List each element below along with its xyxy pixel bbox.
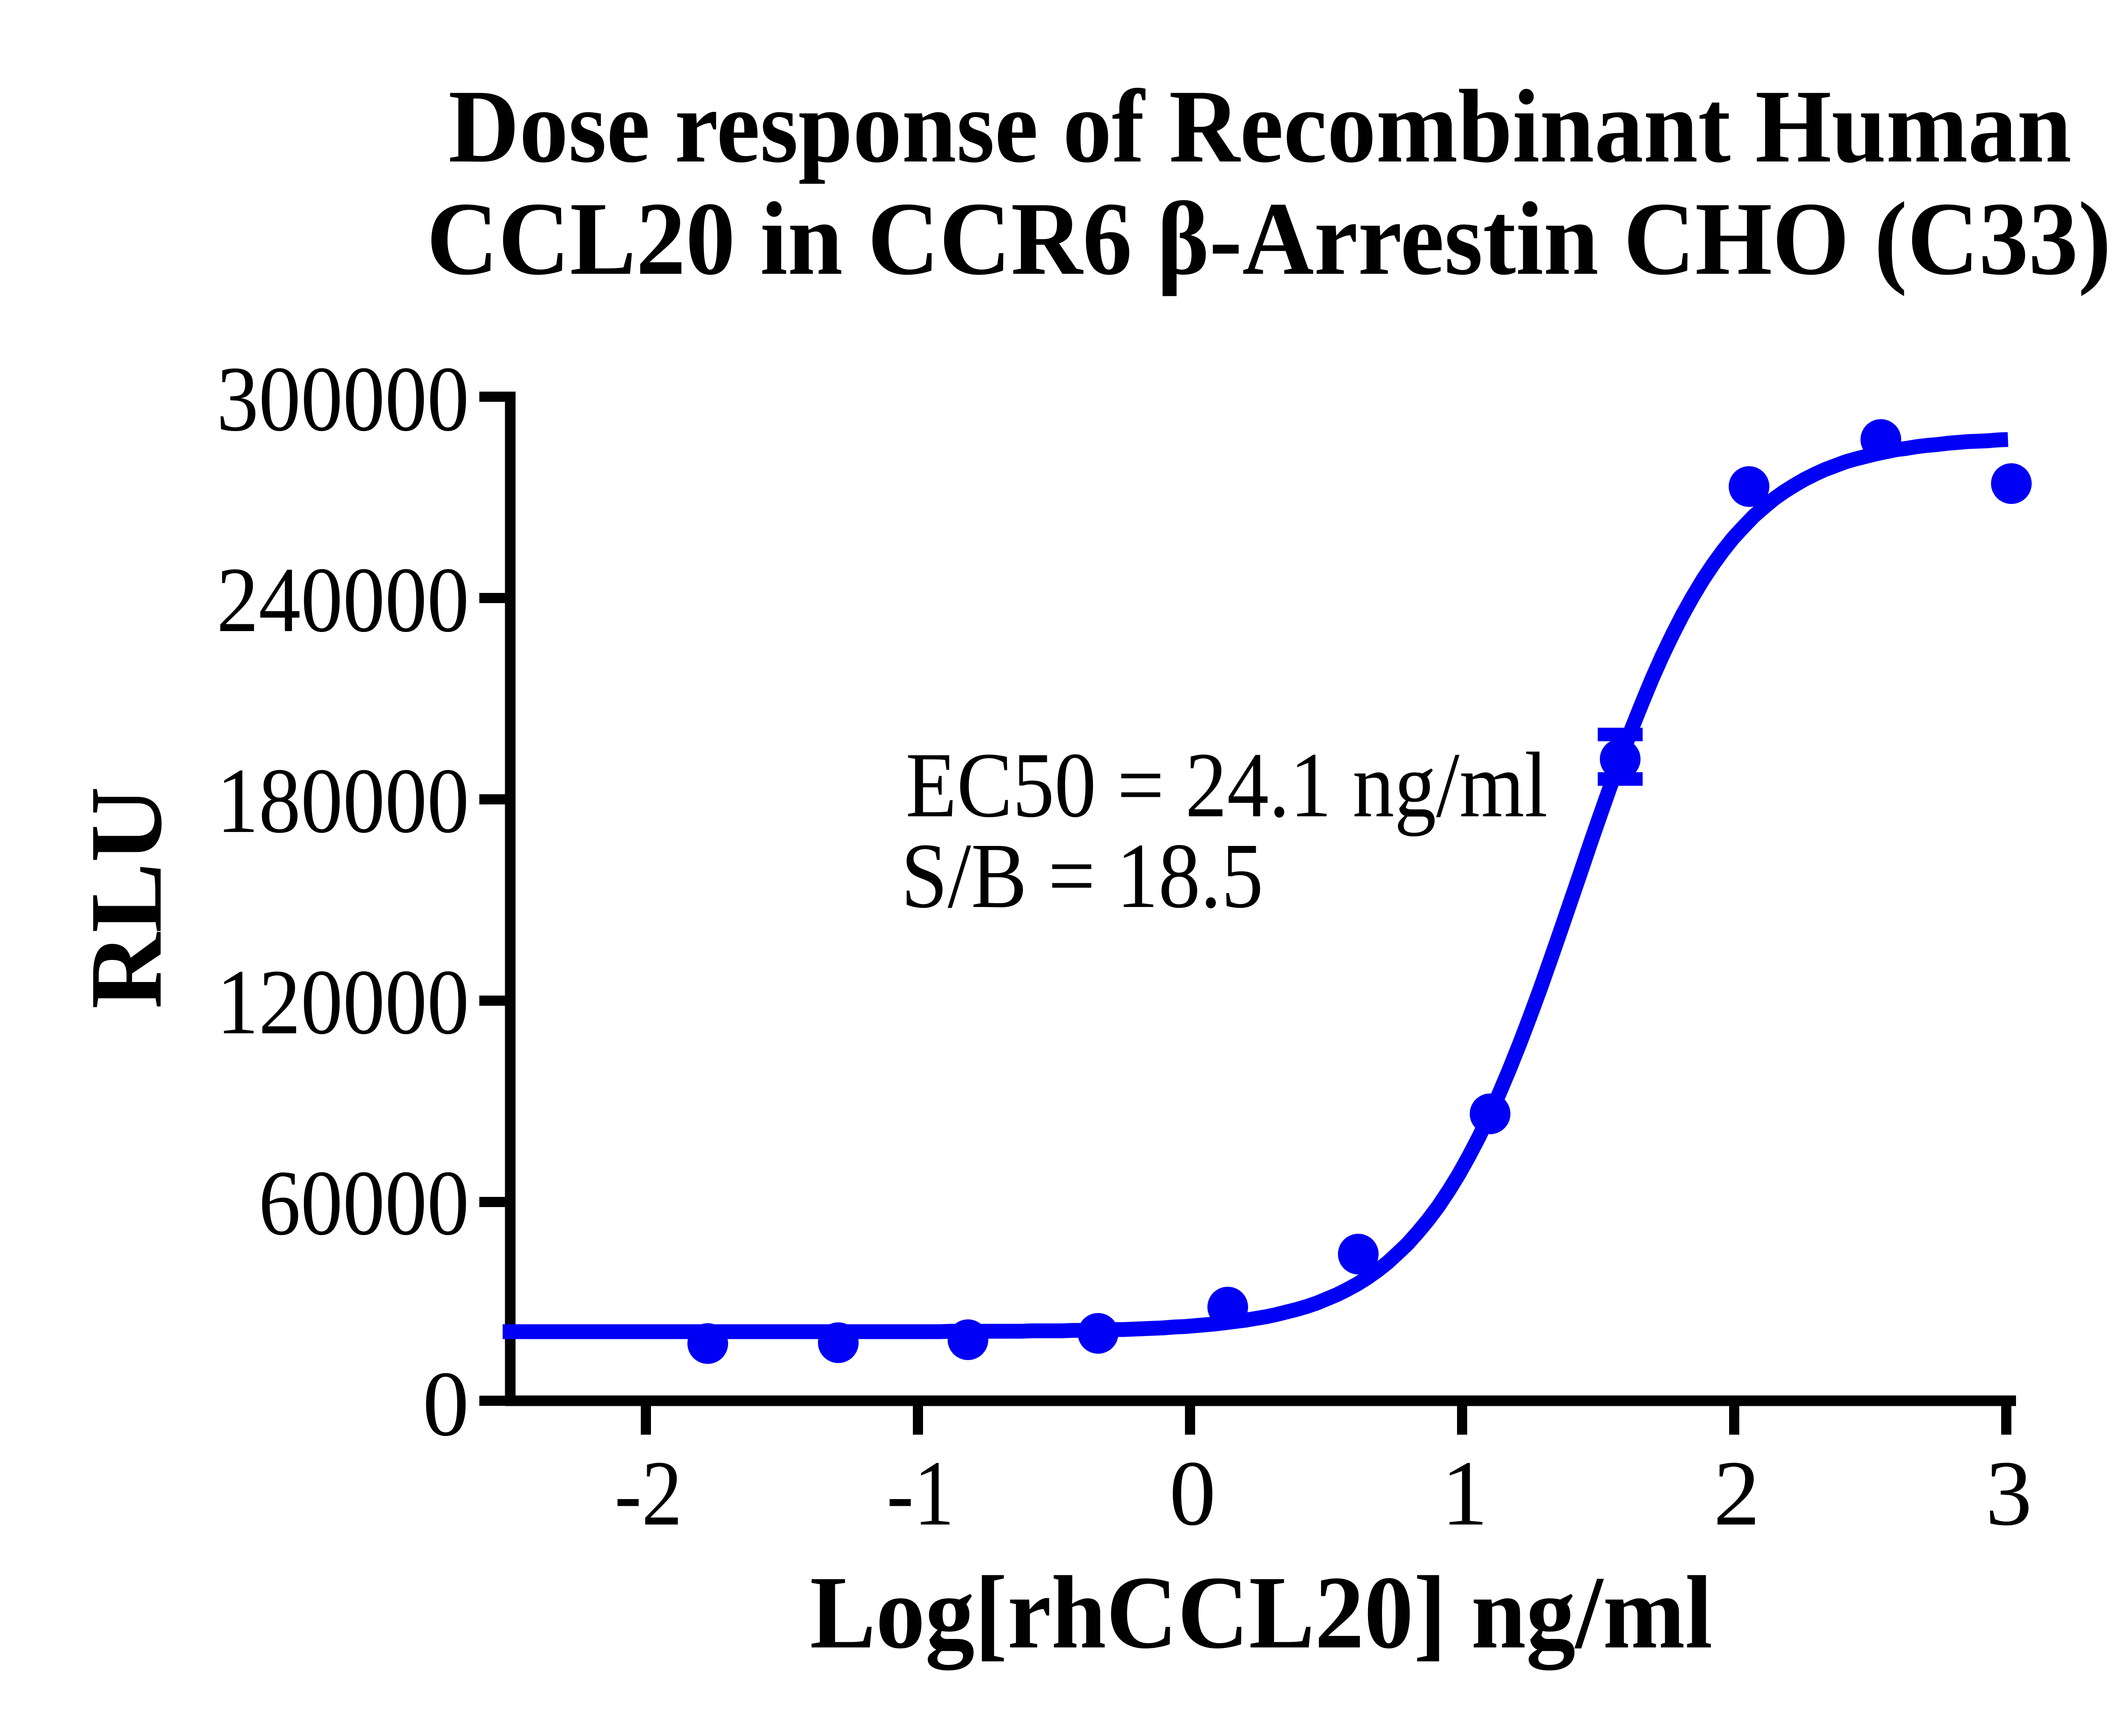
svg-text:EC50 = 24.1 ng/ml: EC50 = 24.1 ng/ml (906, 733, 1548, 837)
svg-text:Dose response of Recombinant H: Dose response of Recombinant Human (448, 69, 2072, 184)
svg-text:-2: -2 (615, 1441, 682, 1545)
svg-text:1: 1 (1441, 1441, 1488, 1545)
svg-text:RLU: RLU (69, 787, 183, 1009)
svg-text:Log[rhCCL20] ng/ml: Log[rhCCL20] ng/ml (810, 1555, 1713, 1670)
svg-text:3: 3 (1986, 1441, 2032, 1545)
svg-text:240000: 240000 (217, 548, 469, 651)
svg-text:2: 2 (1713, 1441, 1760, 1545)
svg-text:120000: 120000 (217, 950, 469, 1054)
svg-text:60000: 60000 (259, 1151, 469, 1255)
svg-text:180000: 180000 (217, 749, 469, 852)
svg-text:0: 0 (1169, 1441, 1216, 1545)
svg-text:300000: 300000 (217, 347, 469, 451)
svg-text:CCL20 in CCR6 β-Arrestin CHO (: CCL20 in CCR6 β-Arrestin CHO (C33) (427, 181, 2111, 297)
svg-text:-1: -1 (887, 1441, 954, 1545)
svg-text:S/B = 18.5: S/B = 18.5 (901, 824, 1263, 927)
svg-text:0: 0 (423, 1352, 469, 1455)
